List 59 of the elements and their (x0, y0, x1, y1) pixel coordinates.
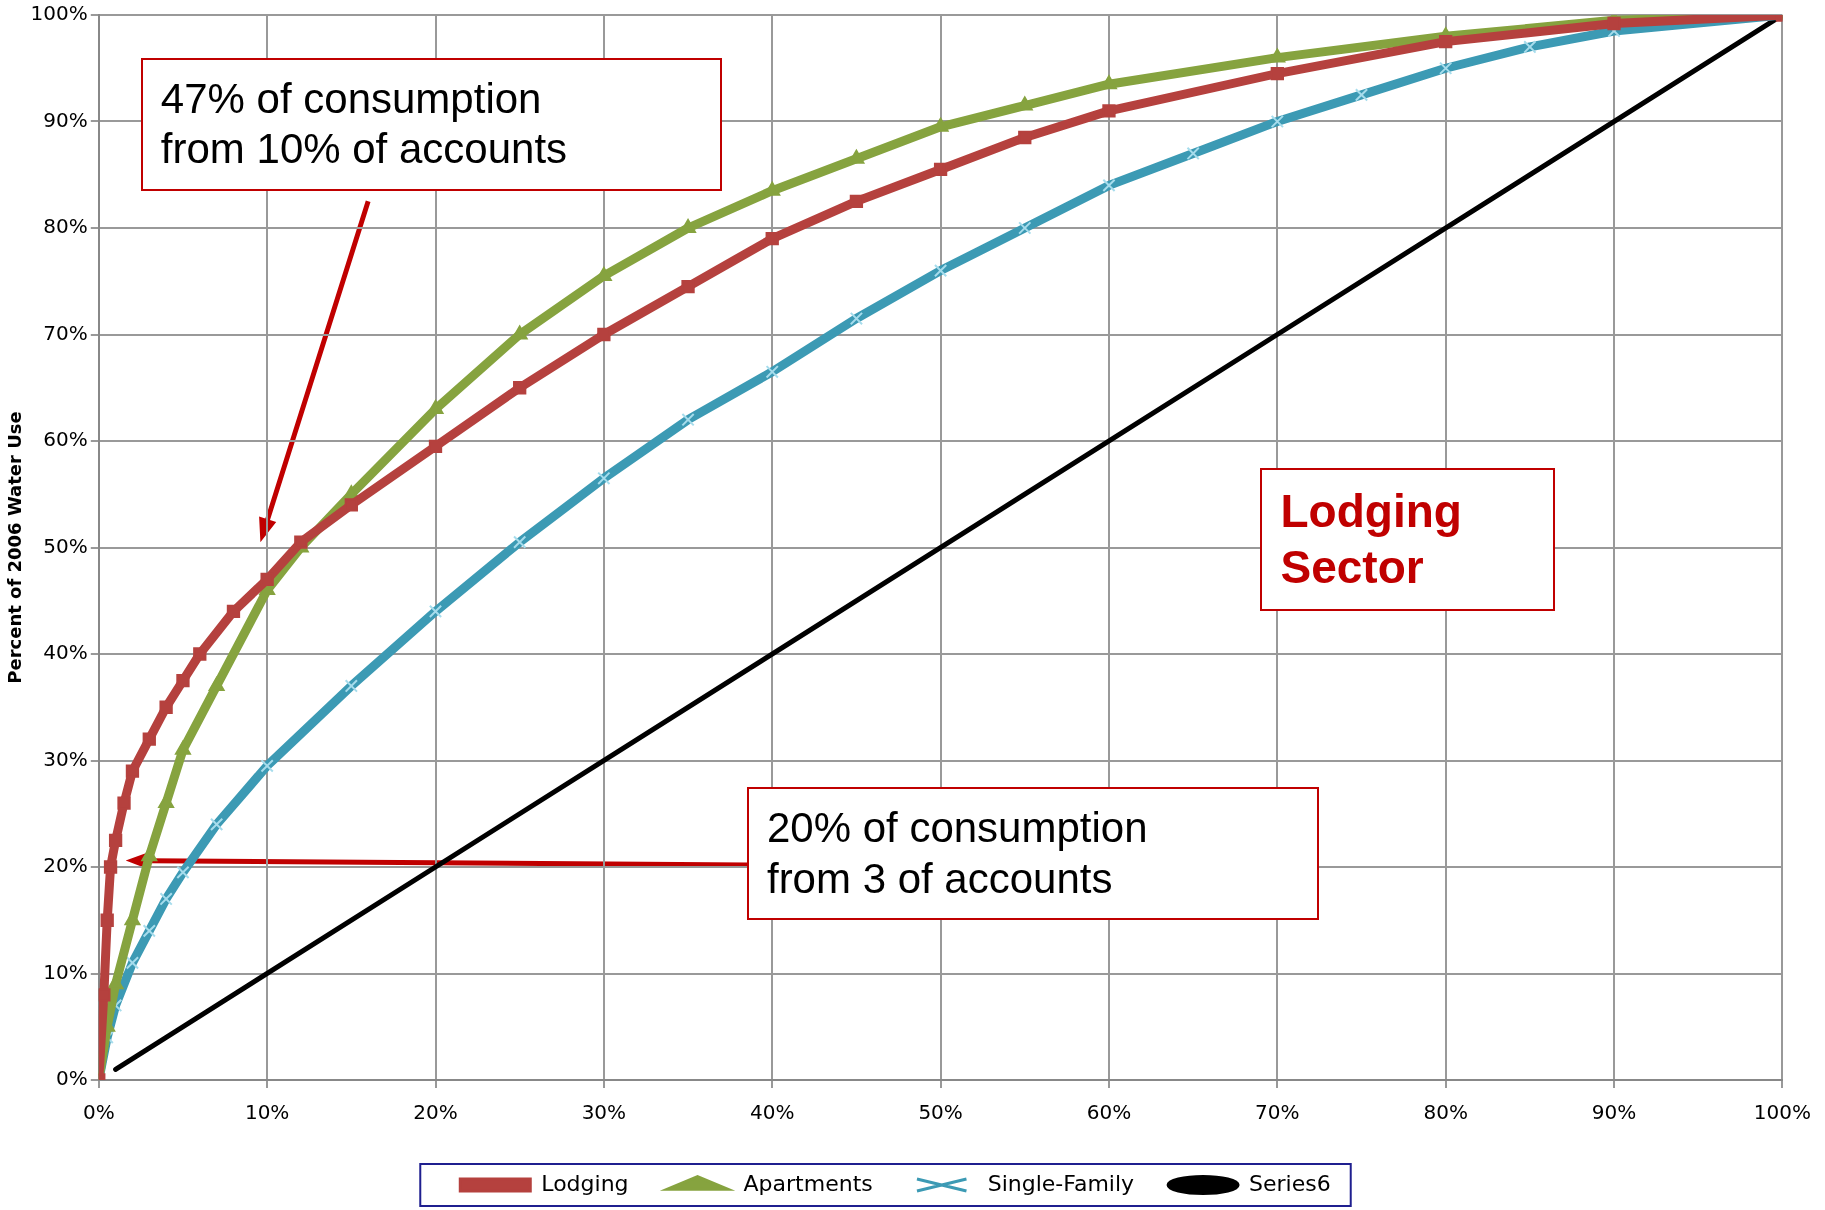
point (142, 732, 156, 746)
x-tick-label: 30% (581, 1100, 627, 1125)
y-tick-label: 90% (43, 107, 88, 132)
y-tick-label: 20% (43, 853, 88, 878)
point (294, 535, 308, 549)
legend-label: Single-Family (987, 1170, 1135, 1196)
x-tick-label: 60% (1086, 1100, 1132, 1125)
point (108, 833, 123, 848)
point (260, 572, 274, 587)
point (226, 604, 241, 619)
y-tick-label: 10% (43, 959, 88, 984)
x-tick-label: 0% (82, 1100, 115, 1125)
y-tick-label: 30% (43, 746, 88, 771)
y-tick-label: 40% (43, 640, 88, 665)
y-axis-title: Percent of 2006 Water Use (4, 411, 26, 684)
x-tick-label: 70% (1255, 1100, 1300, 1125)
point (98, 988, 111, 1002)
point (1607, 16, 1621, 31)
point (428, 439, 443, 453)
point (513, 381, 527, 395)
point (103, 860, 118, 874)
legend-label: Series6 (1249, 1170, 1331, 1196)
point (175, 740, 191, 755)
point (597, 327, 611, 342)
point (1439, 34, 1453, 49)
y-tick-label: 70% (43, 320, 88, 345)
y-tick-label: 60% (43, 427, 88, 452)
point (344, 498, 358, 512)
legend-label: Lodging (541, 1170, 629, 1196)
callout: 20% of consumption from 3 of accounts (746, 787, 1320, 921)
point (1018, 130, 1032, 145)
point (159, 700, 173, 714)
point (125, 764, 140, 778)
x-tick-label: 50% (918, 1100, 963, 1125)
x-tick-label: 80% (1423, 1100, 1468, 1125)
point (176, 673, 190, 688)
legend-label: Apartments (743, 1170, 873, 1196)
x-tick-label: 10% (244, 1100, 290, 1125)
y-tick-label: 50% (43, 533, 88, 558)
point (933, 162, 948, 177)
point (117, 796, 131, 810)
point (1270, 66, 1284, 81)
point (681, 279, 695, 294)
callout: 47% of consumption from 10% of accounts (140, 57, 722, 191)
point (849, 194, 864, 209)
y-tick-label: 0% (56, 1066, 88, 1091)
x-tick-label: 40% (750, 1100, 795, 1125)
point (765, 231, 779, 246)
point (427, 400, 444, 415)
y-tick-label: 80% (43, 214, 88, 239)
point (1102, 104, 1116, 118)
point (193, 647, 207, 661)
x-tick-label: 20% (413, 1100, 458, 1125)
callout: Lodging Sector (1260, 467, 1556, 612)
point (208, 676, 225, 691)
point (100, 913, 114, 927)
y-tick-label: 100% (30, 1, 88, 26)
x-tick-label: 90% (1591, 1100, 1637, 1125)
x-tick-label: 100% (1753, 1100, 1811, 1125)
